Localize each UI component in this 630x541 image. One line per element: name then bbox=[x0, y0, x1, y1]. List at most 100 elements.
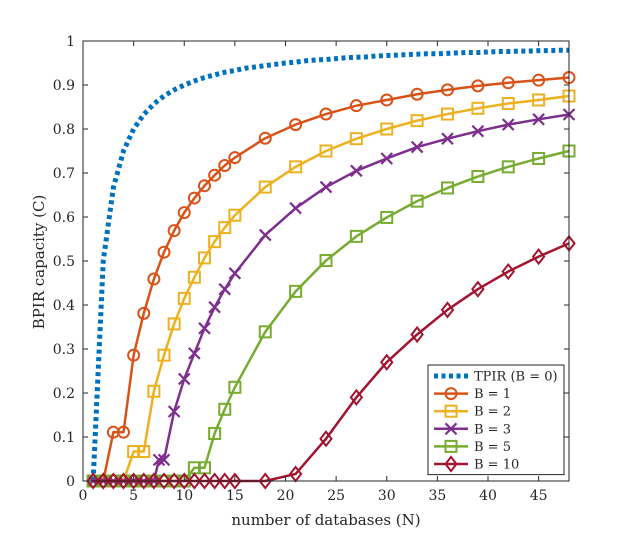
y-tick-label: 0.1 bbox=[53, 430, 75, 446]
x-tick-label: 5 bbox=[129, 488, 138, 504]
data-point-1-21 bbox=[441, 83, 454, 97]
data-point-4-18 bbox=[349, 229, 363, 243]
data-point-4-20 bbox=[410, 194, 424, 208]
data-point-5-19 bbox=[379, 353, 394, 371]
data-point-2-5 bbox=[137, 445, 151, 459]
legend-entry-4: B = 5 bbox=[474, 440, 511, 455]
x-tick-label: 35 bbox=[428, 488, 446, 504]
y-tick-label: 0 bbox=[66, 474, 75, 490]
x-tick-label: 10 bbox=[175, 488, 193, 504]
data-point-3-22 bbox=[441, 132, 454, 145]
legend-entry-3: B = 3 bbox=[474, 422, 511, 437]
axes-layer: 0 5 10 15 20 25 30 35 40 45 0 0.1 0.2 0.3 0.4 0.5 0.6 0.7… bbox=[53, 34, 570, 504]
data-point-2-15 bbox=[258, 180, 272, 194]
data-point-5-20 bbox=[410, 325, 424, 344]
legend-marker-1 bbox=[444, 387, 458, 401]
data-point-1-18 bbox=[349, 99, 363, 113]
data-point-3-24 bbox=[501, 118, 515, 131]
y-axis-label: BPIR capacity (C) bbox=[30, 195, 48, 330]
data-point-4-21 bbox=[441, 181, 454, 195]
y-tick-label: 0.6 bbox=[53, 210, 75, 226]
data-point-3-19 bbox=[350, 164, 363, 178]
data-point-4-12 bbox=[208, 426, 222, 440]
data-point-3-12 bbox=[198, 322, 211, 335]
data-point-5-24 bbox=[531, 247, 546, 266]
x-tick-label: 40 bbox=[479, 488, 497, 504]
data-point-2-24 bbox=[532, 93, 546, 107]
data-point-2-17 bbox=[319, 144, 333, 158]
data-point-1-19 bbox=[380, 93, 394, 107]
data-point-4-22 bbox=[471, 170, 485, 184]
legend-marker-5 bbox=[444, 455, 458, 473]
legend-marker-4 bbox=[444, 439, 458, 453]
data-point-1-10 bbox=[187, 191, 201, 205]
data-point-2-8 bbox=[167, 317, 181, 331]
data-point-5-18 bbox=[349, 388, 364, 407]
legend-entry-0: TPIR (B = 0) bbox=[474, 370, 558, 385]
data-point-2-6 bbox=[147, 384, 161, 398]
data-point-5-8 bbox=[167, 472, 181, 490]
data-point-1-12 bbox=[208, 168, 222, 182]
data-point-2-16 bbox=[289, 160, 303, 174]
data-point-1-7 bbox=[157, 245, 171, 259]
data-point-1-24 bbox=[532, 73, 546, 87]
data-point-5-6 bbox=[147, 472, 161, 490]
data-point-4-17 bbox=[319, 254, 333, 268]
legend-marker-2 bbox=[444, 404, 458, 418]
data-point-1-3 bbox=[117, 425, 130, 439]
data-point-1-16 bbox=[289, 118, 303, 132]
data-point-5-7 bbox=[157, 472, 171, 490]
data-point-1-9 bbox=[177, 206, 191, 220]
data-point-1-17 bbox=[319, 107, 333, 121]
data-point-3-17 bbox=[289, 201, 302, 215]
data-point-3-14 bbox=[218, 282, 232, 296]
y-tick-label: 0.4 bbox=[53, 298, 75, 314]
data-point-5-5 bbox=[136, 472, 151, 490]
data-point-4-16 bbox=[289, 284, 303, 298]
data-point-2-18 bbox=[349, 132, 363, 146]
data-point-1-13 bbox=[218, 159, 232, 173]
data-point-4-14 bbox=[228, 380, 242, 394]
legend-entry-2: B = 2 bbox=[474, 405, 511, 420]
data-point-1-11 bbox=[198, 179, 211, 193]
data-point-3-8 bbox=[157, 453, 171, 467]
x-tick-label: 45 bbox=[530, 488, 548, 504]
y-tick-label: 0.3 bbox=[53, 342, 75, 358]
data-point-2-9 bbox=[177, 291, 191, 305]
legend-entry-1: B = 1 bbox=[474, 387, 511, 402]
data-point-1-4 bbox=[127, 348, 141, 362]
data-point-4-24 bbox=[532, 151, 546, 165]
data-point-1-5 bbox=[137, 306, 151, 320]
data-point-1-8 bbox=[167, 224, 181, 238]
data-point-2-22 bbox=[471, 101, 485, 115]
data-point-5-0 bbox=[86, 472, 100, 490]
data-point-3-25 bbox=[532, 113, 545, 126]
data-point-3-13 bbox=[208, 300, 221, 314]
y-tick-label: 0.8 bbox=[53, 122, 75, 138]
y-tick-label: 0.5 bbox=[53, 254, 75, 270]
data-point-3-7 bbox=[152, 453, 166, 467]
data-point-5-10 bbox=[187, 472, 202, 490]
data-point-5-22 bbox=[471, 280, 485, 298]
y-tick-label: 0.2 bbox=[53, 386, 75, 402]
data-point-3-15 bbox=[228, 267, 242, 280]
data-point-1-20 bbox=[410, 87, 424, 101]
data-point-3-16 bbox=[258, 228, 272, 242]
data-point-1-23 bbox=[501, 76, 515, 90]
data-point-2-19 bbox=[380, 122, 394, 136]
data-point-1-22 bbox=[471, 79, 485, 93]
data-point-1-15 bbox=[258, 131, 272, 145]
data-point-5-23 bbox=[501, 262, 516, 281]
data-point-2-21 bbox=[441, 107, 454, 121]
legend-entry-5: B = 10 bbox=[474, 458, 519, 473]
data-point-4-13 bbox=[218, 402, 232, 416]
data-point-3-9 bbox=[167, 405, 181, 418]
data-point-2-7 bbox=[157, 348, 171, 362]
data-point-2-10 bbox=[187, 270, 201, 284]
data-point-5-1 bbox=[96, 472, 111, 490]
data-point-5-2 bbox=[106, 472, 121, 490]
y-tick-label: 0.7 bbox=[53, 166, 75, 182]
x-tick-label: 15 bbox=[226, 488, 244, 504]
x-tick-label: 20 bbox=[277, 488, 295, 504]
